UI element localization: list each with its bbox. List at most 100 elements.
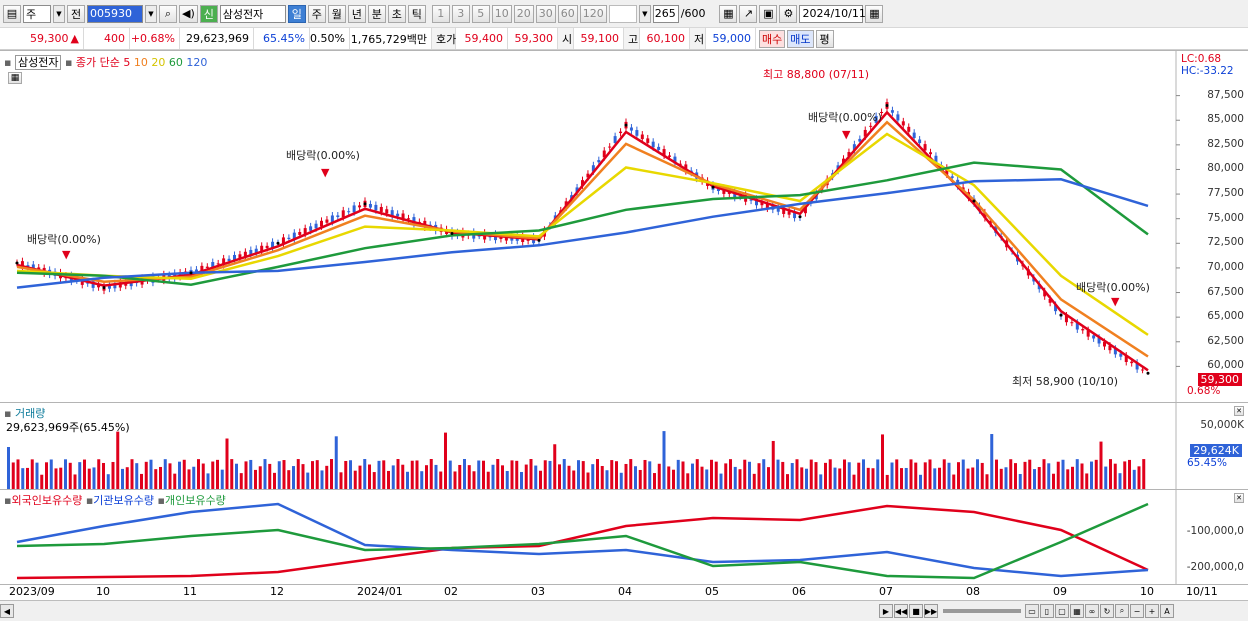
candle-body <box>281 237 285 245</box>
y-tick-label: 77,500 <box>1207 187 1244 200</box>
speaker-icon[interactable]: ◀) <box>179 4 198 23</box>
period-tick[interactable]: 틱 <box>407 4 426 23</box>
plus-icon[interactable]: + <box>1145 604 1159 618</box>
ma-5[interactable]: 5 <box>123 56 131 69</box>
date-input[interactable]: 2024/10/11 <box>799 4 866 23</box>
last-price-tag: 59,300 <box>1197 373 1242 386</box>
volume-bar <box>211 461 215 489</box>
gear-icon[interactable]: ⚙ <box>779 4 798 23</box>
interval-120[interactable]: 120 <box>579 4 607 23</box>
volume-bar <box>629 459 633 489</box>
period-month[interactable]: 월 <box>327 4 346 23</box>
zoom-icon[interactable]: ⌕ <box>1115 604 1129 618</box>
refresh-icon[interactable]: ↻ <box>1100 604 1114 618</box>
interval-3[interactable]: 3 <box>451 4 470 23</box>
scroll-track[interactable] <box>15 606 879 616</box>
scroll-bar[interactable]: ◀ ▶ ◀◀ ■ ▶▶ ▭ ▯ ▢ ▦ ∞ ↻ ⌕ − + A <box>0 600 1248 621</box>
candle-body <box>374 204 378 211</box>
calculator-icon[interactable]: ▦ <box>8 72 22 84</box>
ma-60[interactable]: 60 <box>168 56 183 69</box>
rewind-icon[interactable]: ◀◀ <box>894 604 908 618</box>
period-second[interactable]: 초 <box>387 4 406 23</box>
volume-bar <box>999 468 1003 489</box>
volume-bar <box>40 474 44 489</box>
candle-body <box>918 139 922 144</box>
split-icon[interactable]: ▯ <box>1040 604 1054 618</box>
calendar-icon[interactable]: ▦ <box>865 4 884 23</box>
chart-title[interactable]: 삼성전자 <box>14 55 62 70</box>
legend-individual[interactable]: 개인보유수량 <box>164 494 226 507</box>
interval-input[interactable] <box>608 4 637 23</box>
price-chart-pane[interactable]: ▼ ▼ ▼ ▼ ▪ 삼성전자 ▪ 종가 단순 5 10 20 60 120 ▦ LC:… <box>0 50 1248 403</box>
y-tick-label: 67,500 <box>1207 285 1244 298</box>
ma-120[interactable]: 120 <box>186 56 208 69</box>
chevron-down-icon[interactable]: ▼ <box>638 4 651 23</box>
volume-chart-svg[interactable] <box>0 403 1248 490</box>
close-icon[interactable]: ✕ <box>1234 406 1244 416</box>
holdings-line <box>16 502 1149 578</box>
buy-button[interactable]: 매수 <box>759 29 786 48</box>
interval-60[interactable]: 60 <box>557 4 578 23</box>
fast-forward-icon[interactable]: ▶▶ <box>924 604 938 618</box>
close-icon[interactable]: ✕ <box>1234 493 1244 503</box>
play-icon[interactable]: ▶ <box>879 604 893 618</box>
compare-icon[interactable]: ▭ <box>1025 604 1039 618</box>
prev-button[interactable]: 전 <box>67 4 85 23</box>
volume-pane[interactable]: ▪ 거래량 29,623,969주(65.45%) 50,000K 29,624… <box>0 402 1248 490</box>
candle-body <box>86 282 90 284</box>
market-select[interactable]: 주 <box>23 4 51 23</box>
eval-button[interactable]: 평 <box>815 29 834 48</box>
ma-20[interactable]: 20 <box>151 56 166 69</box>
volume-bar <box>358 465 362 489</box>
interval-30[interactable]: 30 <box>535 4 556 23</box>
minus-icon[interactable]: − <box>1130 604 1144 618</box>
close-point <box>1059 313 1063 317</box>
interval-20[interactable]: 20 <box>513 4 534 23</box>
volume-bar <box>776 459 780 489</box>
chevron-down-icon[interactable]: ▼ <box>145 4 157 23</box>
candle-body <box>852 144 856 151</box>
holdings-pane[interactable]: ▪외국인보유수량 ▪기관보유수량 ▪개인보유수량 -100,000,0 -200… <box>0 489 1248 585</box>
link-icon[interactable]: ∞ <box>1085 604 1099 618</box>
stock-code-input[interactable]: 005930 <box>87 4 143 23</box>
grid-tool-icon[interactable]: ▦ <box>719 4 738 23</box>
volume-bar <box>733 466 737 489</box>
period-minute[interactable]: 분 <box>367 4 386 23</box>
search-icon[interactable]: ⌕ <box>159 4 177 23</box>
price-chart-svg[interactable]: ▼ ▼ ▼ ▼ <box>0 51 1248 403</box>
expand-icon[interactable]: ▢ <box>1055 604 1069 618</box>
volume-bar <box>638 469 642 489</box>
period-day[interactable]: 일 <box>287 4 306 23</box>
period-year[interactable]: 년 <box>347 4 366 23</box>
volume-bar <box>895 459 899 489</box>
tile-icon[interactable]: ▦ <box>1070 604 1084 618</box>
interval-10[interactable]: 10 <box>491 4 512 23</box>
volume-bar <box>401 464 405 489</box>
font-size-icon[interactable]: A <box>1160 604 1174 618</box>
count-input[interactable]: 265 <box>652 4 679 23</box>
line-tool-icon[interactable]: ↗ <box>739 4 758 23</box>
zoom-slider[interactable] <box>943 609 1021 613</box>
ask-price: 59,400 <box>456 28 508 49</box>
stock-name-field[interactable]: 삼성전자 <box>219 4 286 23</box>
candle-body <box>227 258 231 262</box>
save-icon[interactable]: ▣ <box>759 4 778 23</box>
stop-icon[interactable]: ■ <box>909 604 923 618</box>
period-week[interactable]: 주 <box>307 4 326 23</box>
scroll-left-icon[interactable]: ◀ <box>0 604 14 618</box>
candle-body <box>292 232 296 240</box>
chevron-down-icon[interactable]: ▼ <box>53 4 65 23</box>
interval-1[interactable]: 1 <box>431 4 450 23</box>
sell-button[interactable]: 매도 <box>787 29 814 48</box>
legend-foreign[interactable]: 외국인보유수량 <box>11 494 83 507</box>
candle-body <box>657 146 661 150</box>
volume-bar <box>1137 466 1141 489</box>
holdings-chart-svg[interactable] <box>0 490 1248 585</box>
low-price: 59,000 <box>706 28 756 49</box>
ma-10[interactable]: 10 <box>133 56 148 69</box>
legend-institution[interactable]: 기관보유수량 <box>93 494 155 507</box>
volume-bar <box>752 473 756 489</box>
ma-label[interactable]: 종가 단순 <box>75 56 120 69</box>
window-icon[interactable]: ▤ <box>3 4 21 23</box>
interval-5[interactable]: 5 <box>471 4 490 23</box>
